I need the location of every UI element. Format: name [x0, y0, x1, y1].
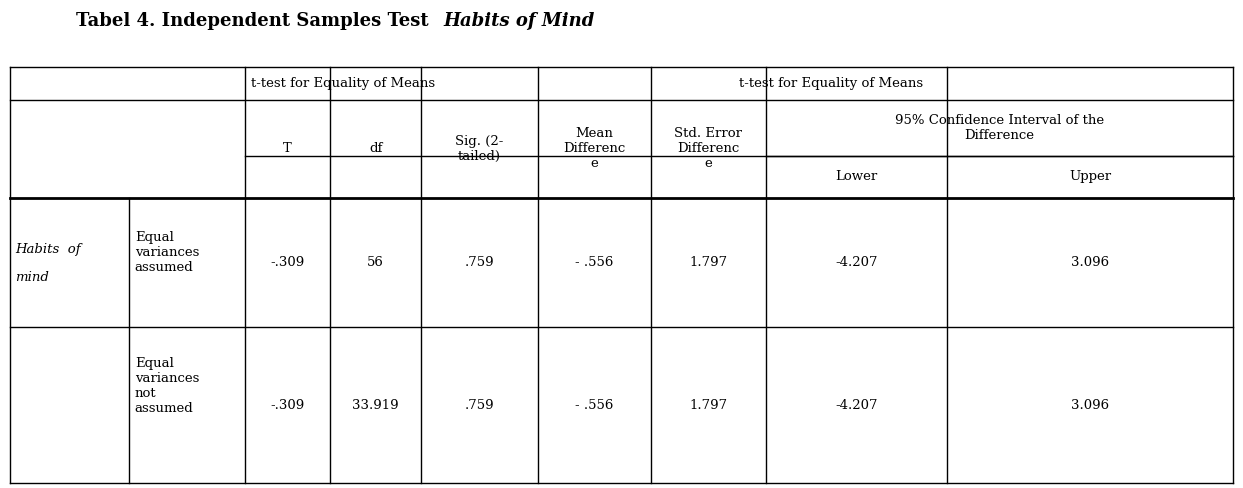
- Text: -.309: -.309: [271, 399, 305, 411]
- Text: T: T: [283, 142, 292, 155]
- Text: -.309: -.309: [271, 256, 305, 269]
- Text: 3.096: 3.096: [1071, 256, 1109, 269]
- Text: mind: mind: [15, 271, 48, 284]
- Text: .759: .759: [465, 256, 495, 269]
- Text: t-test for Equality of Means: t-test for Equality of Means: [251, 77, 435, 90]
- Text: Tabel 4. Independent Samples Test  Habits of Mind: Tabel 4. Independent Samples Test Habits…: [363, 12, 880, 30]
- Text: Std. Error
Differenc
e: Std. Error Differenc e: [675, 127, 742, 170]
- Text: Upper: Upper: [1069, 170, 1111, 183]
- Text: 1.797: 1.797: [690, 256, 727, 269]
- Text: -4.207: -4.207: [835, 399, 878, 411]
- Text: .759: .759: [465, 399, 495, 411]
- Text: t-test for Equality of Means: t-test for Equality of Means: [738, 77, 924, 90]
- Text: Tabel 4. Independent Samples Test: Tabel 4. Independent Samples Test: [76, 12, 441, 30]
- Text: Habits of Mind: Habits of Mind: [444, 12, 595, 30]
- Text: Equal
variances
not
assumed: Equal variances not assumed: [134, 357, 199, 414]
- Text: Lower: Lower: [835, 170, 878, 183]
- Text: 1.797: 1.797: [690, 399, 727, 411]
- Text: 3.096: 3.096: [1071, 399, 1109, 411]
- Text: -4.207: -4.207: [835, 256, 878, 269]
- Text: Habits  of: Habits of: [15, 243, 81, 256]
- Text: Mean
Differenc
e: Mean Differenc e: [563, 127, 625, 170]
- Text: - .556: - .556: [576, 399, 614, 411]
- Text: Equal
variances
assumed: Equal variances assumed: [134, 231, 199, 274]
- Text: - .556: - .556: [576, 256, 614, 269]
- Text: 33.919: 33.919: [352, 399, 399, 411]
- Text: df: df: [369, 142, 383, 155]
- Text: Sig. (2-
tailed): Sig. (2- tailed): [455, 135, 503, 163]
- Text: 95% Confidence Interval of the
Difference: 95% Confidence Interval of the Differenc…: [895, 114, 1104, 142]
- Text: 56: 56: [367, 256, 384, 269]
